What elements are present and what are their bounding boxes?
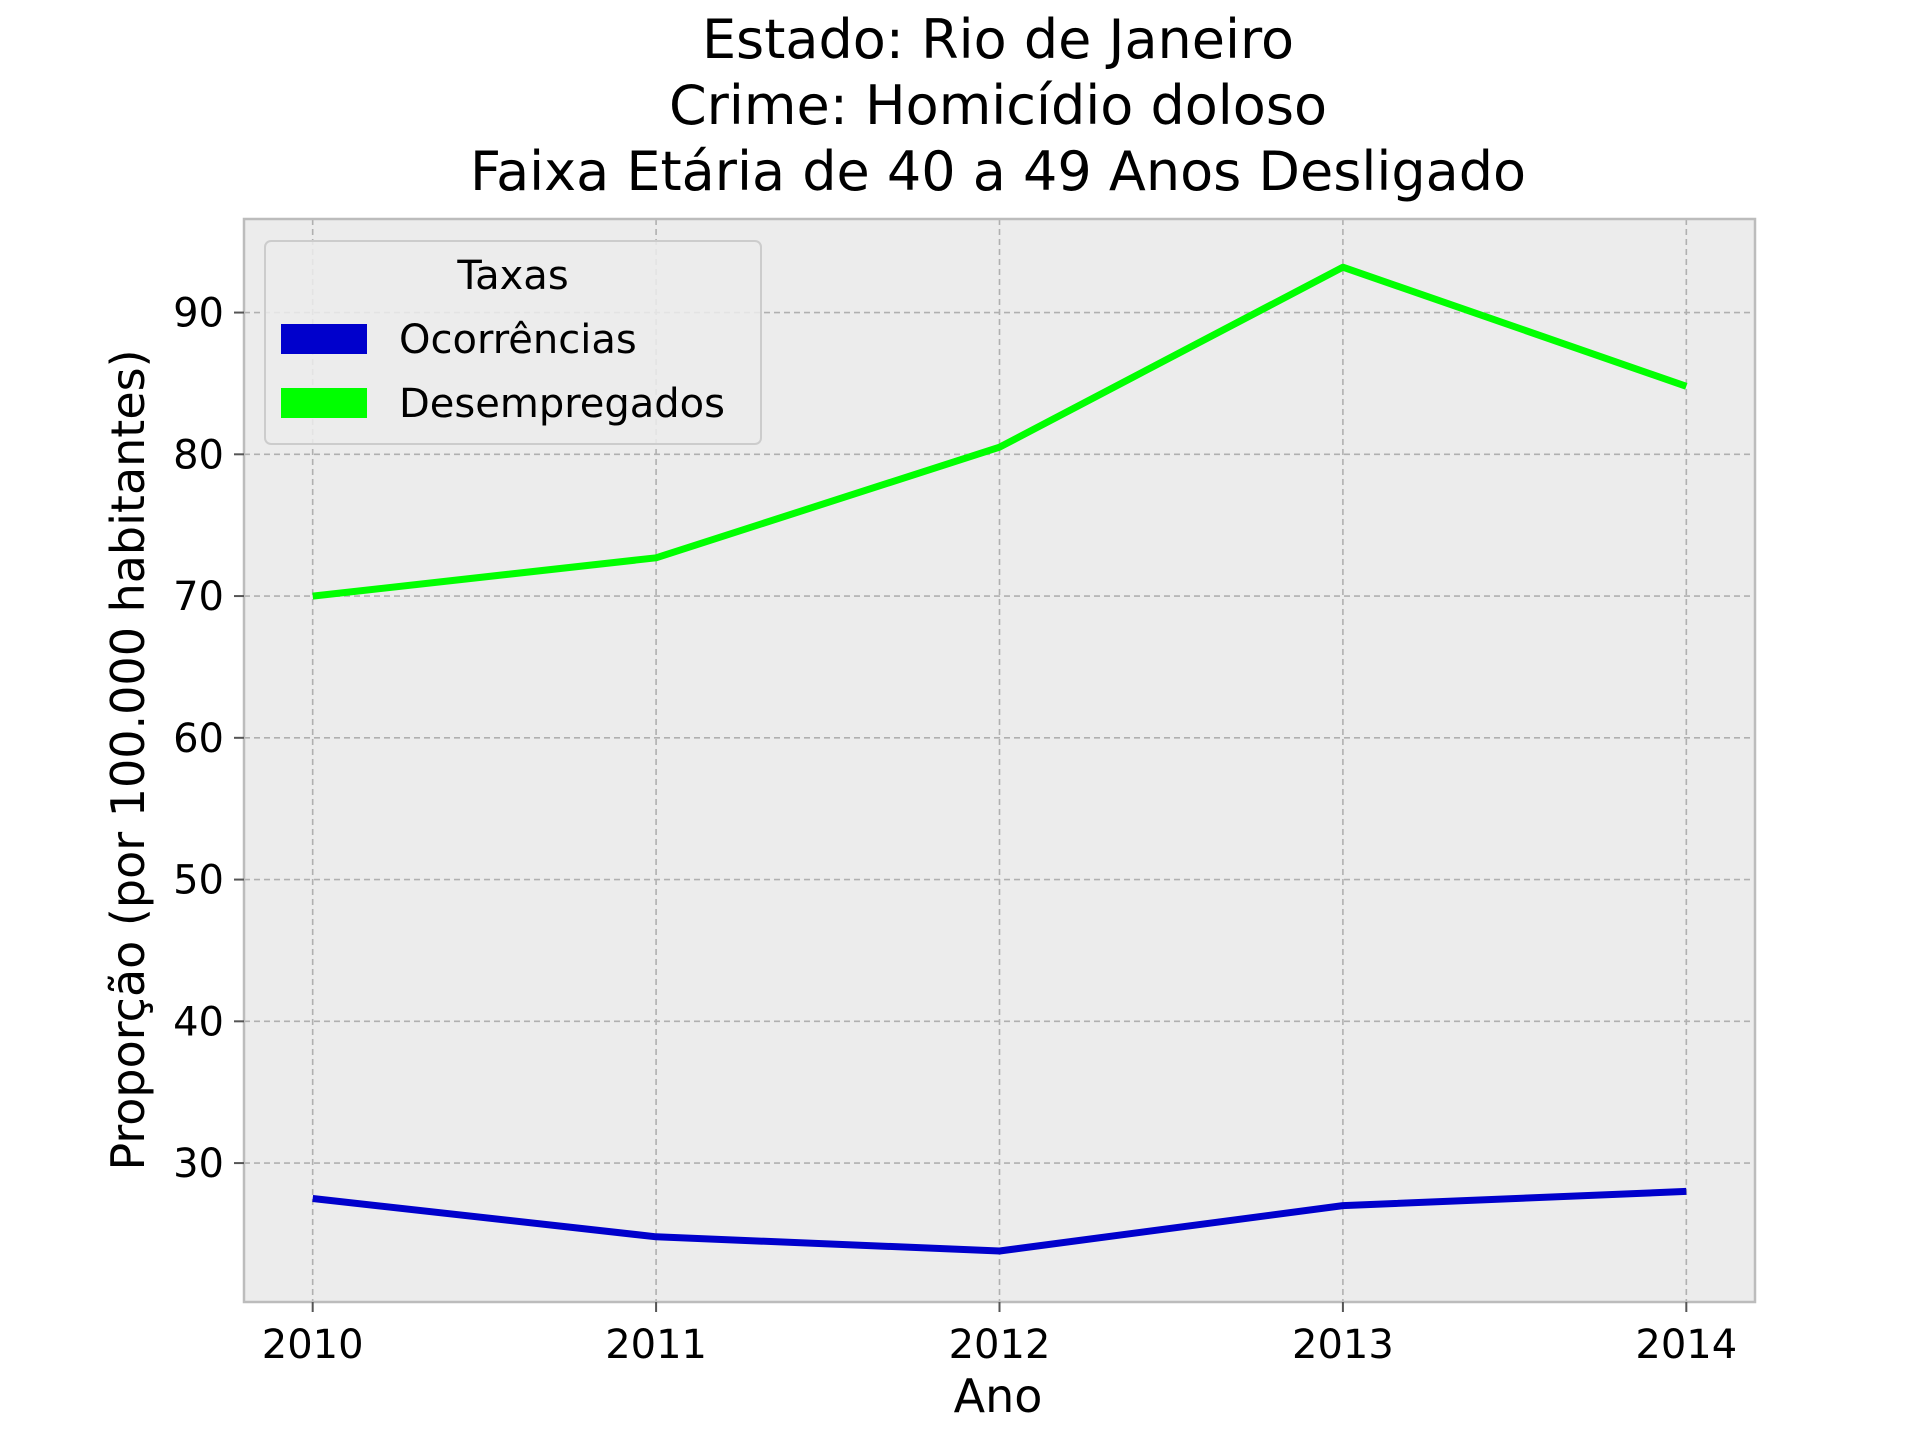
grid [244, 219, 1755, 1302]
x-tick-label: 2012 [949, 1322, 1051, 1368]
y-tick-label: 60 [173, 716, 224, 762]
title-line-1: Estado: Rio de Janeiro [702, 8, 1294, 71]
y-tick-label: 50 [173, 858, 224, 904]
ticks: 2010 2011 2012 2013 2014 30 40 50 60 70 80 90 [173, 291, 1737, 1368]
legend-swatch-desempregados [281, 388, 367, 418]
series-line-ocorrencias [312, 1187, 1687, 1255]
y-tick-label: 40 [173, 999, 224, 1045]
title-line-3: Faixa Etária de 40 a 49 Anos Desligado [470, 140, 1526, 203]
x-tick-label: 2010 [262, 1322, 364, 1368]
legend-box [264, 240, 762, 445]
legend-label-ocorrencias: Ocorrências [399, 317, 637, 363]
series-layer [312, 263, 1688, 1255]
x-tick-label: 2013 [1292, 1322, 1394, 1368]
y-axis-label: Proporção (por 100.000 habitantes) [101, 349, 155, 1170]
y-tick-label: 30 [173, 1141, 224, 1187]
y-tick-label: 80 [173, 432, 224, 478]
y-tick-label: 90 [173, 291, 224, 337]
y-tick-label: 70 [173, 574, 224, 620]
legend: Taxas Ocorrências Desempregados [264, 240, 762, 445]
chart-title: Estado: Rio de Janeiro Crime: Homicídio … [470, 8, 1526, 203]
x-axis-label: Ano [954, 1369, 1043, 1423]
legend-swatch-ocorrencias [281, 324, 367, 354]
legend-label-desempregados: Desempregados [399, 381, 725, 427]
x-tick-label: 2014 [1635, 1322, 1737, 1368]
x-tick-label: 2011 [605, 1322, 707, 1368]
title-line-2: Crime: Homicídio doloso [669, 74, 1327, 137]
series-line-desempregados [312, 263, 1688, 600]
legend-title: Taxas [456, 253, 568, 299]
